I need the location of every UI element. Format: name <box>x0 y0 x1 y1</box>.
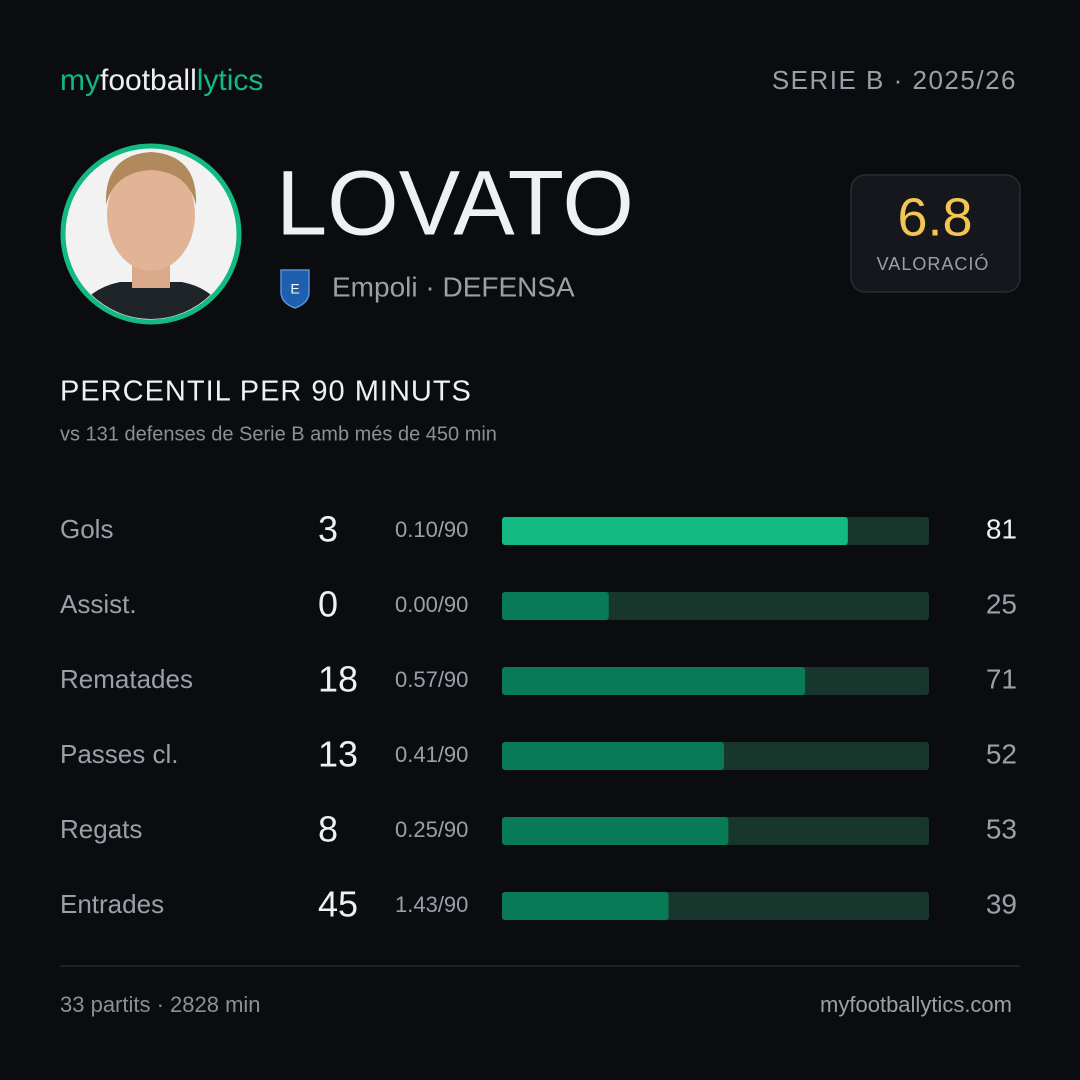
footer-left: 33 partits · 2828 min <box>60 992 261 1017</box>
team-position: Empoli · DEFENSA <box>332 271 575 302</box>
percentile-bar <box>502 517 848 545</box>
stat-label: Entrades <box>60 889 164 919</box>
rating-box <box>850 174 1021 293</box>
percentile-value: 81 <box>986 513 1017 544</box>
percentile-value: 25 <box>986 588 1017 619</box>
player-name: LOVATO <box>276 152 634 254</box>
svg-text:E: E <box>290 281 299 297</box>
percentile-bar <box>502 667 806 695</box>
brand-part: football <box>100 64 197 97</box>
stat-per90: 0.00/90 <box>395 592 468 617</box>
percentile-bar <box>502 742 725 770</box>
stat-total: 8 <box>318 809 338 850</box>
percentile-value: 52 <box>986 738 1017 769</box>
team-logo: E <box>280 269 310 309</box>
section-title: PERCENTIL PER 90 MINUTS <box>60 376 472 408</box>
stat-total: 3 <box>318 509 338 550</box>
stat-rows: Gols 3 0.10/90 81 Assist. 0 0.00/90 25 Rematades… <box>60 509 1017 925</box>
rating-label: VALORACIÓ <box>877 253 990 274</box>
percentile-bar <box>502 892 669 920</box>
stat-per90: 0.25/90 <box>395 817 468 842</box>
stat-label: Regats <box>60 814 142 844</box>
stat-label: Assist. <box>60 589 137 619</box>
stat-label: Passes cl. <box>60 739 179 769</box>
competition: SERIE B · 2025/26 <box>772 65 1017 95</box>
percentile-bar <box>502 817 729 845</box>
stat-label: Gols <box>60 514 113 544</box>
stat-total: 0 <box>318 584 338 625</box>
stat-per90: 0.10/90 <box>395 517 468 542</box>
percentile-value: 39 <box>986 888 1017 919</box>
stat-per90: 1.43/90 <box>395 892 468 917</box>
rating: 6.8 <box>897 187 972 247</box>
player-photo <box>60 143 242 325</box>
percentile-value: 71 <box>986 663 1017 694</box>
stat-per90: 0.57/90 <box>395 667 468 692</box>
stat-total: 45 <box>318 884 358 925</box>
percentile-value: 53 <box>986 813 1017 844</box>
brand-part: my <box>60 64 100 97</box>
brand: myfootballlytics <box>60 64 263 97</box>
footer-right: myfootballytics.com <box>820 992 1012 1017</box>
stat-per90: 0.41/90 <box>395 742 468 767</box>
stat-total: 13 <box>318 734 358 775</box>
percentile-bar <box>502 592 609 620</box>
stat-total: 18 <box>318 659 358 700</box>
brand-part: lytics <box>197 64 264 97</box>
section-subtitle: vs 131 defenses de Serie B amb més de 45… <box>60 423 497 445</box>
stat-label: Rematades <box>60 664 193 694</box>
